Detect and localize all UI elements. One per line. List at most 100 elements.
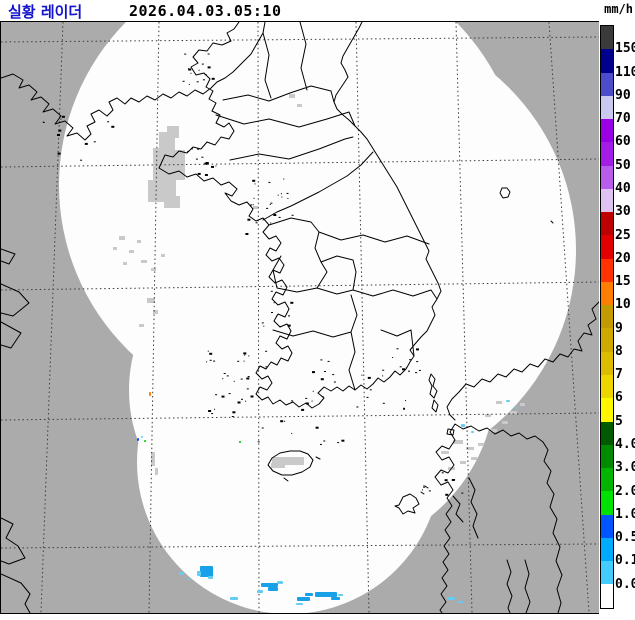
- echo-blob: [461, 424, 465, 427]
- island-dot: [405, 400, 406, 402]
- island-dot: [213, 360, 216, 362]
- clutter-patch: [147, 298, 155, 303]
- island-dot: [237, 360, 240, 362]
- graticule-line: [1, 543, 599, 549]
- island-dot: [215, 394, 218, 396]
- clutter-patch: [161, 254, 165, 257]
- island-dot: [423, 486, 426, 488]
- island-dot: [244, 354, 246, 356]
- island-dot: [422, 489, 423, 491]
- island-dot: [250, 395, 254, 398]
- colorbar-segment: [601, 328, 613, 352]
- island-dot: [257, 441, 260, 443]
- graticule-line: [1, 158, 599, 168]
- island-dot: [196, 81, 199, 83]
- colorbar-tick-label: 30: [615, 204, 631, 220]
- precipitation-echoes: [137, 392, 518, 605]
- island-dot: [367, 376, 371, 379]
- island-dot: [263, 325, 265, 327]
- colorbar-segment: [601, 165, 613, 189]
- island-dot: [188, 68, 192, 71]
- echo-blob: [257, 590, 263, 593]
- island-dot: [247, 218, 251, 221]
- colorbar-tick-label: 2.0: [615, 483, 635, 499]
- clutter-patch: [129, 250, 134, 253]
- island-dot: [270, 202, 273, 204]
- echo-blob: [141, 436, 143, 438]
- island-dot: [184, 53, 187, 55]
- colorbar-segment: [601, 561, 613, 585]
- colorbar-tick-label: 1.0: [615, 506, 635, 522]
- colorbar-segment: [601, 537, 613, 562]
- island-dot: [337, 442, 340, 444]
- colorbar-tick-label: 25: [615, 227, 631, 243]
- island-dot: [265, 350, 268, 352]
- island-dot: [58, 129, 62, 132]
- island-dot: [57, 152, 61, 155]
- colorbar-segment: [601, 491, 613, 515]
- island-dot: [211, 165, 214, 168]
- island-dot: [232, 411, 236, 414]
- clutter-patch: [490, 429, 497, 432]
- colorbar-segment: [601, 468, 613, 492]
- island-dot: [265, 366, 268, 368]
- colorbar-segment: [601, 281, 613, 306]
- island-dot: [284, 420, 286, 422]
- island-dot: [281, 196, 283, 198]
- colorbar-tick-label: 0.0: [615, 576, 635, 592]
- island-dot: [290, 301, 294, 304]
- coverage-circle: [129, 240, 429, 540]
- colorbar-tick-label: 10: [615, 297, 631, 313]
- island-dot: [320, 378, 324, 381]
- island-dot: [61, 115, 65, 118]
- header-bar: 실황 레이더 2026.04.03.05:10 mm/h: [0, 0, 635, 21]
- colorbar-tick-label: 60: [615, 134, 631, 150]
- island-dot: [204, 74, 207, 76]
- island-dot: [215, 165, 217, 167]
- colorbar-segment: [601, 351, 613, 375]
- island-dot: [409, 359, 412, 361]
- island-dot: [312, 371, 315, 374]
- graticule-line: [1, 281, 599, 291]
- colorbar-segment: [601, 514, 613, 538]
- colorbar-tick-label: 20: [615, 250, 631, 266]
- island-dot: [261, 322, 264, 324]
- island-dot: [291, 432, 293, 434]
- clutter-patch: [167, 126, 179, 138]
- colorbar-segment: [601, 212, 613, 236]
- island-dot: [222, 378, 224, 380]
- island-dot: [207, 53, 210, 55]
- echo-blob: [296, 603, 303, 605]
- clutter-echoes: [113, 94, 525, 475]
- graticule-line: [1, 36, 599, 43]
- island-dot: [209, 359, 212, 361]
- island-dot: [250, 204, 253, 206]
- island-dot: [403, 408, 406, 410]
- island-dot: [287, 197, 289, 199]
- colorbar-tick-label: 4.0: [615, 437, 635, 453]
- island-dot: [276, 315, 278, 317]
- colorbar-tick-label: 9: [615, 320, 623, 336]
- radar-map: [1, 22, 599, 613]
- island-dot: [444, 479, 448, 482]
- clutter-patch: [471, 457, 477, 460]
- island-dot: [332, 374, 335, 376]
- island-dot: [311, 400, 313, 402]
- island-dot: [278, 216, 281, 218]
- colorbar-segment: [601, 444, 613, 469]
- island-dot: [312, 390, 314, 392]
- island-dot: [268, 181, 271, 183]
- clutter-patch: [453, 440, 463, 444]
- island-dot: [201, 156, 204, 158]
- island-dot: [461, 492, 464, 494]
- island-dot: [80, 159, 83, 161]
- island-dot: [188, 83, 190, 85]
- island-dot: [418, 369, 421, 371]
- colorbar-segment: [601, 305, 613, 329]
- clutter-patch: [271, 463, 285, 468]
- island-dot: [405, 367, 407, 369]
- colorbar-tick-label: 5: [615, 413, 623, 429]
- echo-blob: [179, 572, 184, 575]
- colorbar-scale-labels: 150 110 90 70 60 50 40 30 25 20 15 10 9 8 7 6 5 4.0 3.0 2.0…: [615, 25, 635, 615]
